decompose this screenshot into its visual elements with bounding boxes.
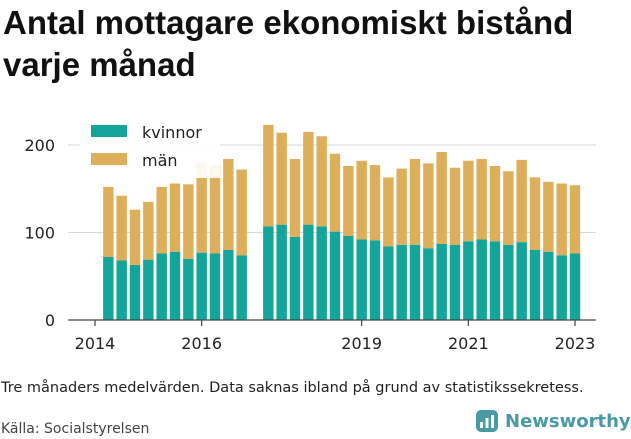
- bar-kvinnor: [209, 253, 221, 320]
- bar-man: [436, 152, 447, 244]
- stacked-bar-chart: 0 100 200 2014 2016 2019 2021 2023 kvinnor män: [24, 120, 596, 353]
- bar-kvinnor: [423, 248, 434, 320]
- bar-man: [129, 209, 141, 265]
- bar-man: [516, 159, 527, 243]
- bar-man: [409, 159, 421, 245]
- bar-kvinnor: [276, 224, 287, 320]
- bar-kvinnor: [303, 224, 314, 320]
- bar-man: [116, 195, 127, 261]
- bar-kvinnor: [263, 226, 274, 320]
- bar-kvinnor: [116, 260, 127, 320]
- bar-kvinnor: [449, 244, 461, 320]
- bar-kvinnor: [343, 236, 354, 320]
- bar-kvinnor: [529, 250, 541, 320]
- bar-kvinnor: [476, 239, 487, 320]
- bar-man: [263, 124, 274, 227]
- bar-kvinnor: [569, 253, 581, 320]
- bar-man: [156, 187, 167, 254]
- x-axis: 2014 2016 2019 2021 2023: [68, 319, 596, 353]
- bar-man: [556, 183, 567, 256]
- chart-note: Tre månaders medelvärden. Data saknas ib…: [1, 380, 584, 396]
- bar-man: [423, 163, 434, 249]
- bar-kvinnor: [183, 258, 194, 320]
- bar-kvinnor: [356, 239, 367, 320]
- newsworthy-logo[interactable]: Newsworthy: [475, 409, 631, 433]
- bar-man: [356, 160, 367, 240]
- bar-kvinnor: [236, 255, 247, 320]
- bar-kvinnor: [143, 259, 154, 320]
- bar-man: [369, 165, 381, 241]
- bar-man: [529, 177, 541, 250]
- bar-kvinnor: [383, 246, 394, 320]
- y-tick-label: 200: [24, 136, 55, 155]
- bar-man: [383, 177, 394, 247]
- bar-man: [449, 167, 461, 245]
- bar-kvinnor: [156, 253, 167, 320]
- bar-man: [236, 169, 247, 256]
- bar-kvinnor: [169, 251, 181, 320]
- bar-man: [463, 160, 474, 242]
- bar-man: [143, 201, 154, 260]
- bar-man: [569, 185, 581, 254]
- x-tick-label: 2014: [75, 334, 116, 353]
- bar-man: [396, 168, 407, 245]
- bar-kvinnor: [103, 257, 114, 320]
- bar-man: [476, 159, 487, 240]
- legend: kvinnor män: [80, 120, 220, 178]
- x-tick-label: 2019: [341, 334, 382, 353]
- x-tick-label: 2021: [448, 334, 489, 353]
- bar-kvinnor: [129, 264, 141, 320]
- bar-man: [196, 162, 207, 253]
- bar-kvinnor: [436, 243, 447, 320]
- bar-kvinnor: [196, 252, 207, 320]
- bars: [103, 124, 581, 320]
- chart-title: Antal mottagare ekonomiskt bistånd varje…: [3, 4, 574, 83]
- legend-swatch: [91, 153, 127, 165]
- bar-kvinnor: [463, 241, 474, 320]
- bar-man: [543, 181, 554, 252]
- bar-kvinnor: [556, 255, 567, 320]
- bar-man: [303, 131, 314, 225]
- bar-kvinnor: [223, 250, 234, 320]
- bar-man: [209, 166, 221, 254]
- bar-kvinnor: [409, 244, 421, 320]
- y-tick-label: 0: [45, 311, 55, 330]
- bar-man: [289, 159, 301, 237]
- x-tick-label: 2016: [181, 334, 222, 353]
- bar-kvinnor: [369, 240, 381, 320]
- legend-label: kvinnor: [142, 123, 202, 142]
- bar-kvinnor: [503, 244, 514, 320]
- bar-man: [183, 184, 194, 259]
- bar-man: [316, 136, 327, 227]
- bar-kvinnor: [329, 231, 341, 320]
- source-credit: Källa: Socialstyrelsen: [1, 421, 150, 437]
- bar-kvinnor: [543, 251, 554, 320]
- brand-name: Newsworthy: [505, 410, 631, 432]
- x-tick-label: 2023: [555, 334, 596, 353]
- bar-man: [503, 171, 514, 245]
- bar-man: [276, 132, 287, 225]
- bar-kvinnor: [316, 226, 327, 320]
- y-axis-ticks: 0 100 200: [24, 136, 55, 330]
- bar-man: [489, 166, 501, 242]
- bar-man: [343, 166, 354, 236]
- legend-label: män: [142, 151, 178, 170]
- bar-kvinnor: [516, 242, 527, 320]
- bar-kvinnor: [396, 244, 407, 320]
- bar-kvinnor: [289, 236, 301, 320]
- bar-man: [329, 153, 341, 232]
- bar-man: [103, 187, 114, 257]
- bar-man: [169, 183, 181, 252]
- legend-swatch: [91, 125, 127, 137]
- bar-man: [223, 159, 234, 250]
- bar-kvinnor: [489, 241, 501, 320]
- bar-chart-icon: [476, 410, 498, 432]
- y-tick-label: 100: [24, 224, 55, 243]
